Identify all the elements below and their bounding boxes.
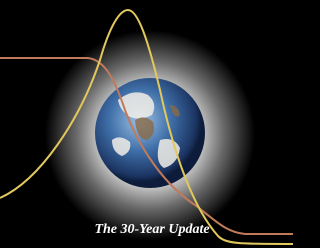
- caption: The 30-Year Update: [94, 222, 209, 237]
- cover: The 30-Year Update: [0, 0, 293, 248]
- page: The 30-Year Update (() => { const data =…: [0, 0, 320, 248]
